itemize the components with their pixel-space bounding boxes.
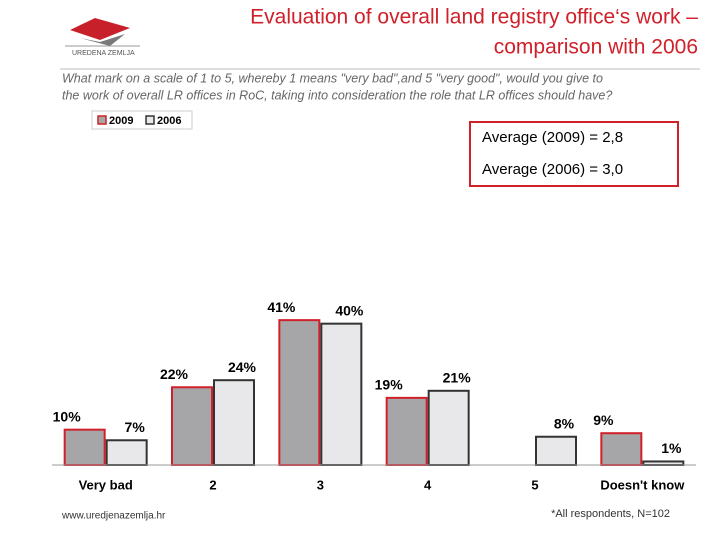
subtitle: What mark on a scale of 1 to 5, whereby … [62, 71, 603, 85]
data-label: 41% [267, 299, 296, 315]
bar [278, 319, 321, 466]
data-label: 9% [593, 412, 614, 428]
bar [535, 435, 577, 467]
x-tick-label: Doesn't know [600, 477, 685, 492]
source: www.uredjenazemlja.hr [61, 511, 166, 522]
x-tick-label: 2 [209, 477, 216, 492]
x-tick-label: Very bad [79, 477, 133, 492]
logo [65, 18, 140, 47]
bar [213, 379, 255, 467]
legend-swatch [145, 115, 155, 125]
legend-label: 2009 [109, 115, 133, 127]
bar [600, 432, 643, 467]
average-box [469, 121, 679, 187]
bar [385, 396, 428, 466]
x-tick-label: 3 [317, 477, 324, 492]
data-label: 10% [53, 408, 82, 424]
note: *All respondents, N=102 [551, 508, 670, 520]
annotation: Average (2006) = 3,0 [482, 161, 623, 178]
bar [63, 428, 106, 466]
data-label: 21% [443, 370, 472, 386]
data-label: 40% [335, 302, 364, 318]
logo-text: UREDENA ZEMLJA [72, 50, 135, 57]
x-tick-label: 4 [424, 477, 432, 492]
data-label: 22% [160, 366, 189, 382]
bar [171, 386, 213, 466]
data-label: 19% [375, 377, 404, 393]
legend-box [91, 110, 193, 130]
data-label: 7% [125, 419, 146, 435]
bar [320, 322, 363, 466]
chart-title: comparison with 2006 [494, 36, 698, 59]
data-label: 8% [554, 415, 575, 431]
bar [642, 460, 685, 467]
data-label: 1% [661, 440, 682, 456]
bar [427, 389, 470, 466]
chart-title: Evaluation of overall land registry offi… [250, 6, 698, 29]
subtitle: the work of overall LR offices in RoC, t… [62, 88, 612, 102]
bar [105, 439, 148, 466]
legend-label: 2006 [157, 115, 181, 127]
legend-swatch [97, 115, 107, 125]
annotation: Average (2009) = 2,8 [482, 129, 623, 146]
data-label: 24% [228, 359, 257, 375]
x-tick-label: 5 [531, 477, 538, 492]
